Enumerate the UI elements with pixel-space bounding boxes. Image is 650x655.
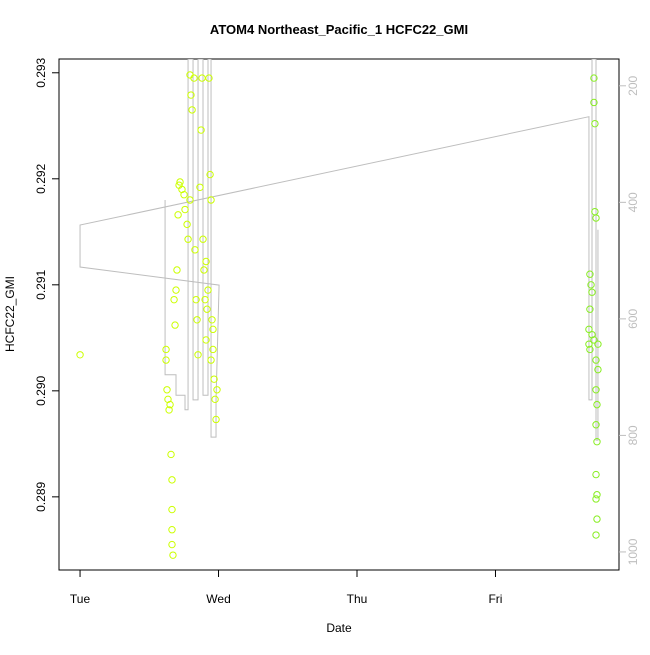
y2-tick-label: 800 (626, 425, 640, 445)
point (183, 220, 191, 229)
point (186, 196, 194, 204)
point (587, 281, 595, 289)
x-tick-label: Thu (347, 592, 368, 606)
point (588, 330, 596, 339)
point (196, 183, 204, 191)
point (197, 126, 205, 134)
pressure-line (79, 59, 599, 441)
point (194, 351, 202, 359)
plot-area (76, 59, 602, 559)
y-tick-label: 0.290 (34, 375, 48, 405)
y-tick-label: 0.293 (34, 57, 48, 87)
point (190, 74, 198, 82)
point (167, 450, 175, 459)
point (168, 540, 176, 549)
point (200, 266, 208, 274)
point (202, 336, 210, 344)
point (205, 74, 213, 82)
point (592, 356, 600, 364)
y2-tick-label: 200 (626, 75, 640, 95)
point (594, 340, 602, 348)
point (590, 98, 598, 107)
point (203, 305, 211, 313)
point (180, 191, 188, 199)
point (212, 415, 220, 424)
point (181, 205, 189, 214)
point (590, 74, 598, 82)
point (590, 336, 598, 344)
point (174, 211, 182, 219)
x-tick-label: Fri (488, 592, 502, 606)
point (168, 526, 176, 534)
point (188, 106, 196, 114)
point (591, 119, 599, 128)
y-tick-label: 0.291 (34, 269, 48, 299)
point (585, 325, 593, 334)
point (593, 438, 601, 446)
point (192, 295, 200, 304)
point (208, 316, 216, 324)
point (592, 421, 600, 429)
point (162, 345, 170, 354)
y2-tick-label: 400 (626, 192, 640, 212)
point (593, 515, 601, 523)
point (201, 295, 209, 304)
point (193, 316, 201, 324)
point (586, 305, 594, 313)
point (593, 491, 601, 499)
point (184, 235, 192, 243)
point (206, 170, 214, 179)
point (209, 325, 217, 334)
point (169, 551, 177, 559)
point (187, 91, 195, 99)
point (198, 74, 206, 82)
point (204, 286, 212, 294)
plot-frame (58, 58, 620, 571)
point (171, 321, 179, 329)
y2-tick-label: 1000 (626, 538, 640, 565)
y2-tick-label: 600 (626, 309, 640, 329)
point (199, 235, 207, 243)
point (165, 406, 173, 414)
point (176, 178, 184, 186)
y-axis-label: HCFC22_GMI (3, 276, 17, 352)
point (76, 351, 84, 359)
y-tick-label: 0.292 (34, 163, 48, 193)
point (168, 505, 176, 514)
chart-title: ATOM4 Northeast_Pacific_1 HCFC22_GMI (210, 22, 468, 37)
point (163, 386, 171, 394)
point (585, 340, 593, 348)
x-axis-label: Date (326, 621, 352, 635)
point (213, 386, 221, 394)
point (162, 356, 170, 364)
point (592, 386, 600, 394)
point (211, 395, 219, 404)
point (172, 286, 180, 294)
point (592, 495, 600, 503)
point (588, 288, 596, 296)
point (209, 345, 217, 354)
x-tick-label: Wed (206, 592, 230, 606)
point (592, 214, 600, 222)
point (586, 270, 594, 278)
point (593, 400, 601, 409)
point (210, 375, 218, 383)
point (173, 266, 181, 274)
point (170, 295, 178, 304)
x-tick-label: Tue (70, 592, 91, 606)
point (592, 531, 600, 539)
point (586, 345, 594, 354)
point (207, 356, 215, 364)
point (202, 257, 210, 266)
point (592, 470, 600, 479)
point (191, 246, 199, 254)
point (207, 196, 215, 204)
point (168, 476, 176, 484)
point (166, 400, 174, 409)
y-tick-label: 0.289 (34, 482, 48, 512)
point (594, 365, 602, 374)
